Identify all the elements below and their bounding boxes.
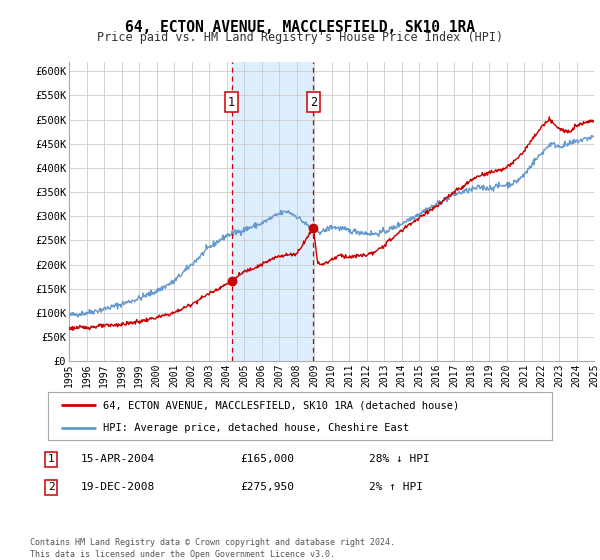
Text: Price paid vs. HM Land Registry's House Price Index (HPI): Price paid vs. HM Land Registry's House … (97, 31, 503, 44)
Text: Contains HM Land Registry data © Crown copyright and database right 2024.: Contains HM Land Registry data © Crown c… (30, 538, 395, 547)
Text: 1: 1 (47, 454, 55, 464)
Text: 28% ↓ HPI: 28% ↓ HPI (369, 454, 430, 464)
Text: 2: 2 (310, 96, 317, 109)
Text: This data is licensed under the Open Government Licence v3.0.: This data is licensed under the Open Gov… (30, 550, 335, 559)
Text: £275,950: £275,950 (240, 482, 294, 492)
Text: 19-DEC-2008: 19-DEC-2008 (81, 482, 155, 492)
Text: 64, ECTON AVENUE, MACCLESFIELD, SK10 1RA (detached house): 64, ECTON AVENUE, MACCLESFIELD, SK10 1RA… (103, 400, 460, 410)
Text: £165,000: £165,000 (240, 454, 294, 464)
Bar (232, 62, 313, 361)
Text: 1: 1 (228, 96, 235, 109)
Text: 2% ↑ HPI: 2% ↑ HPI (369, 482, 423, 492)
Text: HPI: Average price, detached house, Cheshire East: HPI: Average price, detached house, Ches… (103, 423, 410, 433)
Text: 15-APR-2004: 15-APR-2004 (81, 454, 155, 464)
Text: 2: 2 (47, 482, 55, 492)
Text: 64, ECTON AVENUE, MACCLESFIELD, SK10 1RA: 64, ECTON AVENUE, MACCLESFIELD, SK10 1RA (125, 20, 475, 35)
